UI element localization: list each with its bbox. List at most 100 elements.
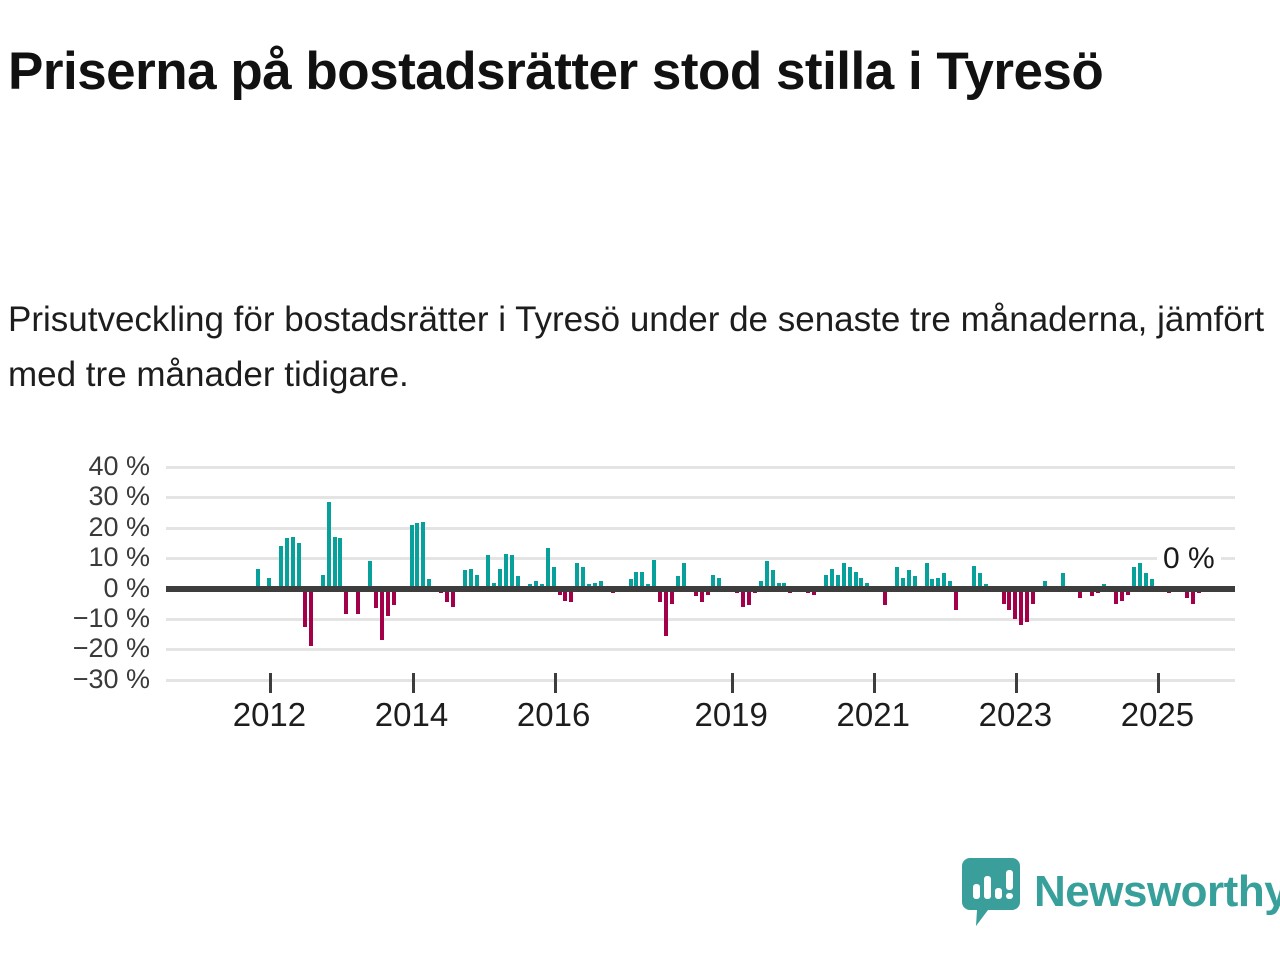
y-axis-tick-label: −20 % bbox=[72, 633, 150, 664]
chart-bar bbox=[717, 577, 722, 589]
x-axis-tick-mark bbox=[873, 673, 877, 693]
gridline bbox=[166, 496, 1235, 500]
chart-bar bbox=[356, 588, 361, 615]
chart-bar bbox=[782, 582, 787, 589]
gridline bbox=[166, 466, 1235, 469]
chart-bar bbox=[930, 579, 935, 589]
gridline bbox=[166, 618, 1235, 621]
chart-bar bbox=[1149, 579, 1154, 589]
chart-bar bbox=[942, 573, 947, 589]
y-axis-tick-label: 20 % bbox=[88, 511, 150, 542]
chart-bar bbox=[1125, 588, 1130, 595]
chart-bar bbox=[297, 543, 302, 589]
chart-bar bbox=[758, 581, 763, 589]
chart-bar bbox=[1007, 588, 1012, 610]
newsworthy-bar-chart-speech-bubble-icon bbox=[962, 858, 1020, 926]
newsworthy-logo: Newsworthy bbox=[962, 858, 1280, 926]
chart-bar bbox=[883, 588, 888, 606]
chart-bar bbox=[741, 588, 746, 607]
chart-bar bbox=[1001, 588, 1006, 604]
chart-bar bbox=[693, 588, 698, 597]
zero-line-annotation: 0 % bbox=[1157, 541, 1221, 577]
chart-bar bbox=[415, 523, 420, 589]
x-axis-tick-label: 2019 bbox=[694, 696, 768, 733]
chart-bar bbox=[829, 568, 834, 589]
chart-bar bbox=[900, 577, 905, 589]
chart-bar bbox=[1078, 588, 1083, 598]
chart-bar bbox=[468, 568, 473, 589]
chart-bar bbox=[847, 567, 852, 589]
chart-bar bbox=[368, 561, 373, 589]
chart-bar bbox=[593, 582, 598, 589]
chart-bar bbox=[634, 571, 639, 589]
chart-bar bbox=[598, 581, 603, 589]
chart-bar bbox=[1060, 573, 1065, 589]
chart-bar bbox=[338, 538, 343, 589]
chart-bar bbox=[267, 577, 272, 589]
chart-bar bbox=[557, 588, 562, 595]
chart-bar bbox=[1185, 588, 1190, 598]
chart-bar bbox=[516, 576, 521, 589]
chart-bar bbox=[385, 588, 390, 616]
chart-bar bbox=[1090, 588, 1095, 597]
chart-bar bbox=[652, 559, 657, 589]
chart-bar bbox=[498, 568, 503, 589]
chart-bar bbox=[563, 588, 568, 601]
gridline bbox=[166, 648, 1235, 652]
chart-bar bbox=[853, 571, 858, 589]
x-axis-tick-label: 2016 bbox=[516, 696, 591, 733]
gridline bbox=[166, 526, 1235, 530]
chart-bar bbox=[569, 588, 574, 603]
chart-bar bbox=[581, 567, 586, 589]
chart-bar bbox=[1119, 588, 1124, 601]
chart-bar bbox=[379, 588, 384, 641]
chart-bar bbox=[912, 576, 917, 589]
chart-bar bbox=[474, 574, 479, 589]
x-axis-tick-label: 2014 bbox=[374, 696, 449, 733]
chart-bar bbox=[764, 561, 769, 589]
chart-bar bbox=[291, 536, 296, 589]
chart-bar bbox=[1114, 588, 1118, 604]
chart-bar bbox=[575, 562, 580, 589]
chart-bar bbox=[409, 524, 414, 589]
chart-bar bbox=[1131, 567, 1136, 589]
chart-bar bbox=[835, 574, 840, 589]
chart-bar bbox=[1013, 588, 1018, 619]
chart-bar bbox=[906, 570, 911, 589]
chart-bar bbox=[628, 579, 633, 589]
chart-bar bbox=[859, 577, 864, 589]
chart-bar bbox=[776, 582, 781, 589]
x-axis-tick-mark bbox=[269, 673, 273, 693]
y-axis-tick-label: 30 % bbox=[88, 481, 150, 512]
x-axis-tick-mark bbox=[731, 673, 735, 693]
zero-baseline bbox=[166, 585, 1235, 592]
x-axis-tick-mark bbox=[411, 673, 415, 693]
x-axis-tick-mark bbox=[1015, 673, 1019, 693]
chart-bar bbox=[664, 588, 669, 636]
x-axis-tick-label: 2023 bbox=[978, 696, 1053, 733]
chart-bar bbox=[551, 567, 556, 589]
x-axis-tick-mark bbox=[1157, 673, 1161, 693]
chart-bar bbox=[255, 568, 260, 589]
chart-bar bbox=[1019, 588, 1024, 626]
y-axis-tick-label: −30 % bbox=[72, 663, 150, 694]
chart-bar bbox=[924, 562, 929, 589]
chart-bar bbox=[681, 562, 686, 589]
chart-bar bbox=[954, 588, 959, 610]
chart-bar bbox=[1137, 562, 1142, 589]
chart-bar bbox=[486, 555, 491, 589]
chart-bar bbox=[1190, 588, 1195, 604]
chart-bar bbox=[675, 576, 680, 589]
chart-bar bbox=[823, 574, 828, 589]
chart-bar bbox=[462, 570, 467, 589]
chart-bar bbox=[658, 588, 663, 603]
chart-bar bbox=[711, 574, 716, 589]
chart-bar bbox=[332, 536, 337, 589]
chart-bar bbox=[746, 588, 751, 606]
chart-bar bbox=[391, 588, 396, 606]
chart-bar bbox=[492, 582, 497, 589]
chart-bar bbox=[533, 581, 538, 589]
chart-bar bbox=[320, 574, 325, 589]
chart-bar bbox=[427, 579, 432, 589]
